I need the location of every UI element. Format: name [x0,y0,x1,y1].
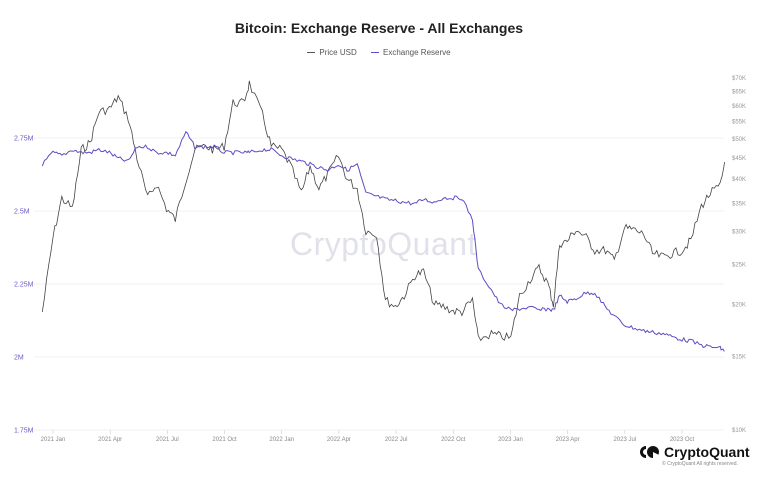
legend-label-price: Price USD [319,47,357,57]
chart-title: Bitcoin: Exchange Reserve - All Exchange… [234,20,524,36]
right-tick-label: $65K [732,89,746,95]
gridlines [34,137,724,431]
x-tick-label: 2022 Apr [327,437,351,443]
right-tick-label: $25K [732,262,746,268]
x-tick-label: 2022 Jul [385,437,408,443]
right-tick-label: $60K [732,104,746,110]
x-tick-label: 2023 Jan [498,437,523,443]
copyright-text: © CryptoQuant All rights reserved. [662,461,738,467]
x-tick-label: 2023 Jul [613,437,636,443]
x-tick-label: 2023 Apr [556,437,580,443]
right-tick-label: $55K [732,120,746,126]
right-tick-label: $30K [732,229,746,235]
right-tick-label: $20K [732,303,746,309]
right-tick-label: $70K [732,76,746,82]
brand-name: CryptoQuant [664,444,750,460]
chart-legend: Price USD Exchange Reserve [0,46,758,57]
right-tick-label: $50K [732,137,746,143]
right-tick-label: $10K [732,428,746,434]
x-axis: 2021 Jan 2021 Apr 2021 Jul 2021 Oct 2022 Jan… [41,430,695,443]
x-tick-label: 2021 Oct [212,437,237,443]
brand-logo: CryptoQuant [640,444,750,460]
price-swatch-icon [307,51,316,53]
x-tick-label: 2022 Jan [269,437,294,443]
reserve-swatch-icon [370,51,379,53]
left-y-axis: 2.75M 2.5M 2.25M 2M 1.75M [14,136,34,435]
left-tick-label: 2M [14,355,24,362]
legend-item-price[interactable]: Price USD [307,47,357,57]
price-usd-line [41,80,725,342]
left-tick-label: 1.75M [14,428,34,435]
right-tick-label: $40K [732,177,746,183]
watermark: CryptoQuant [290,226,477,262]
left-tick-label: 2.75M [14,136,34,143]
right-tick-label: $45K [732,156,746,162]
legend-label-reserve: Exchange Reserve [382,47,451,57]
x-tick-label: 2022 Oct [441,437,466,443]
x-tick-label: 2023 Oct [670,437,695,443]
cryptoquant-logo-icon [640,446,659,458]
right-tick-label: $35K [732,201,746,207]
exchange-reserve-line [41,130,725,352]
right-y-axis: $70K $65K $60K $55K $50K $45K $40K $35K $30K $25K… [732,76,746,434]
right-tick-label: $15K [732,355,746,361]
legend-item-reserve[interactable]: Exchange Reserve [370,47,451,57]
left-tick-label: 2.5M [14,209,30,216]
x-tick-label: 2021 Apr [98,437,122,443]
x-tick-label: 2021 Jul [156,437,179,443]
x-tick-label: 2021 Jan [41,437,66,443]
left-tick-label: 2.25M [14,282,34,289]
